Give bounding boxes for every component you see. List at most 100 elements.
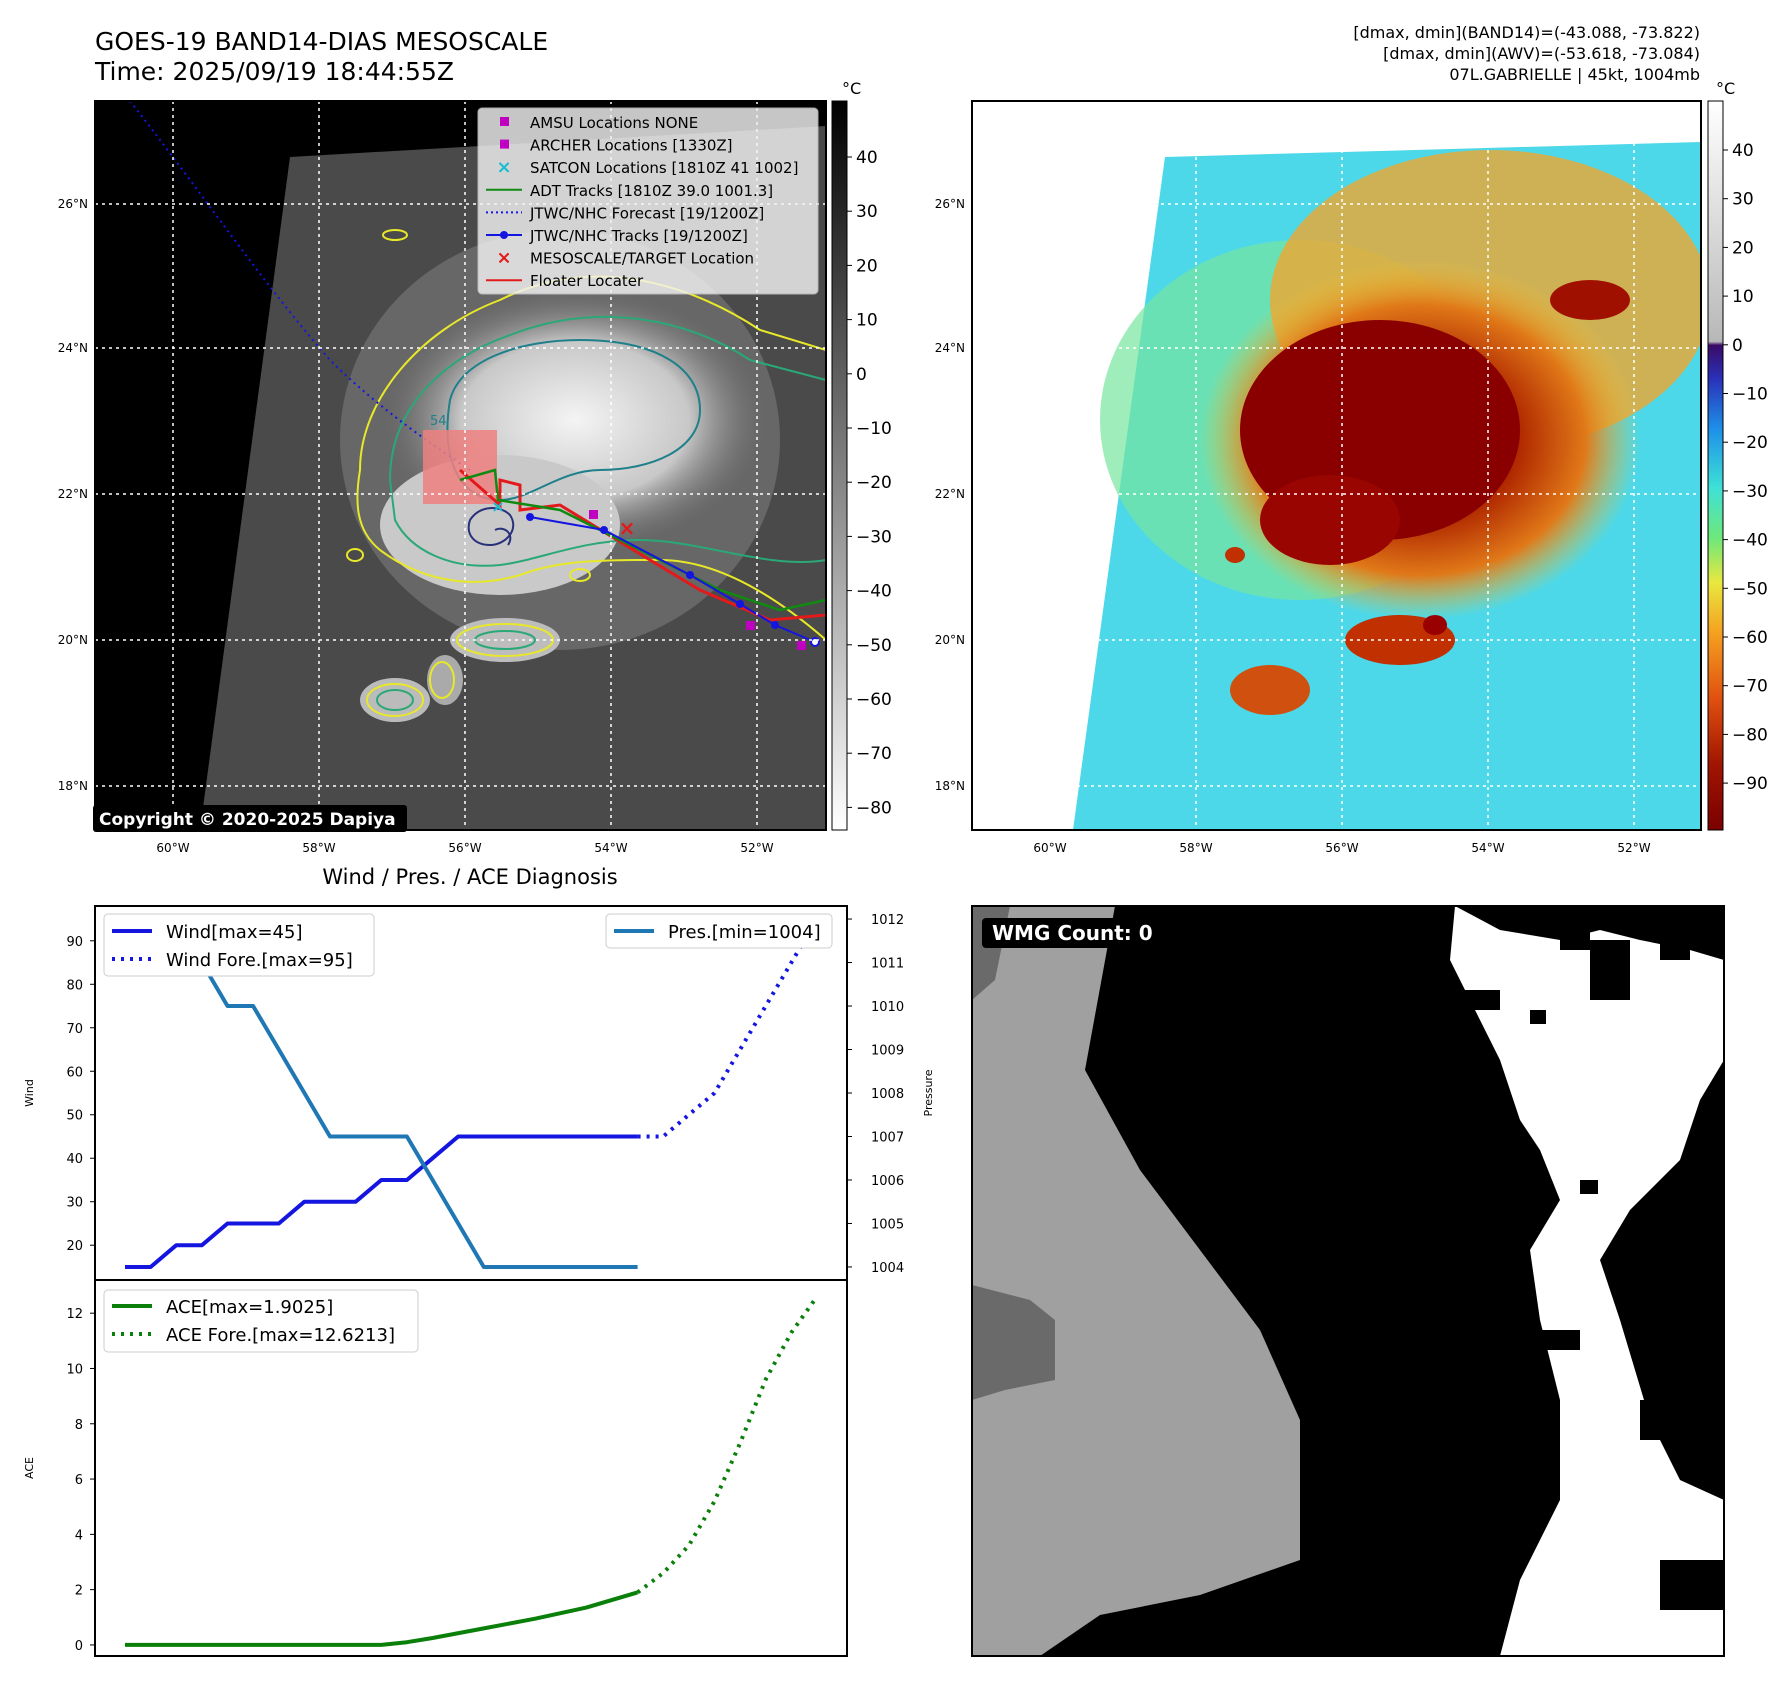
- color-lat-tick-label: 22°N: [935, 487, 965, 501]
- ir-colorbar-tick-label: −20: [856, 473, 892, 493]
- ir-colorbar-tick-label: 0: [856, 365, 867, 385]
- ir-lat-tick-label: 24°N: [58, 341, 88, 355]
- y2-tick-label: 1011: [871, 957, 904, 972]
- y2-tick-label: 1012: [871, 913, 904, 928]
- y2-tick-label: 1010: [871, 1000, 904, 1015]
- y-tick-label: 12: [66, 1307, 83, 1322]
- ir-colorbar-tick-label: 30: [856, 202, 878, 222]
- color-map-panel: [972, 101, 1701, 830]
- y-tick-label: 4: [75, 1528, 83, 1543]
- color-colorbar-tick-label: −80: [1732, 725, 1768, 745]
- ir-lat-tick-label: 22°N: [58, 487, 88, 501]
- ir-colorbar-tick-label: 20: [856, 256, 878, 276]
- ir-lat-tick-label: 20°N: [58, 633, 88, 647]
- y2-tick-label: 1009: [871, 1044, 904, 1059]
- series-line-1: [636, 1295, 819, 1594]
- y-tick-label: 30: [66, 1196, 83, 1211]
- pressure-legend: Pres.[min=1004]: [605, 913, 833, 949]
- color-lon-tick-label: 56°W: [1325, 841, 1358, 855]
- color-colorbar-tick-label: 20: [1732, 238, 1754, 258]
- series-line-0: [125, 1590, 639, 1647]
- ir-colorbar: [831, 100, 848, 831]
- color-colorbar-tick-label: 40: [1732, 141, 1754, 161]
- pressure-axis-label: Pressure: [922, 1069, 935, 1116]
- legend-label: MESOSCALE/TARGET Location: [530, 250, 754, 268]
- color-colorbar-tick-label: −50: [1732, 579, 1768, 599]
- y-tick-label: 20: [66, 1239, 83, 1254]
- ace-axis-label: ACE: [23, 1457, 36, 1479]
- color-colorbar-tick-label: −20: [1732, 433, 1768, 453]
- contour-label: 54: [430, 414, 447, 429]
- ir-colorbar-tick-label: −70: [856, 744, 892, 764]
- info-line-band14: [dmax, dmin](BAND14)=(-43.088, -73.822): [1353, 23, 1700, 42]
- color-colorbar-unit: °C: [1716, 79, 1735, 98]
- y2-tick-label: 1006: [871, 1174, 904, 1189]
- color-lon-tick-label: 54°W: [1471, 841, 1504, 855]
- legend-label: AMSU Locations NONE: [530, 114, 698, 132]
- ir-lon-tick-label: 56°W: [448, 841, 481, 855]
- legend-marker-x: ×: [496, 157, 511, 178]
- wind-legend-label: Wind[max=45]: [166, 922, 303, 943]
- adt-track-line: [459, 468, 826, 612]
- contour-outer-yellow: [356, 275, 826, 642]
- copyright-text: Copyright © 2020-2025 Dapiya: [99, 810, 396, 830]
- legend-label: Floater Locater: [530, 272, 644, 290]
- color-colorbar: [1707, 100, 1724, 831]
- y-tick-label: 8: [75, 1418, 83, 1433]
- diagnosis-title: Wind / Pres. / ACE Diagnosis: [322, 865, 617, 889]
- color-colorbar-tick-label: −10: [1732, 385, 1768, 405]
- legend-marker-square: [500, 117, 509, 126]
- y-tick-label: 2: [75, 1584, 83, 1599]
- series-line-2: [125, 917, 638, 1269]
- legend-label: JTWC/NHC Tracks [19/1200Z]: [529, 227, 748, 245]
- ir-lat-tick-label: 18°N: [58, 779, 88, 793]
- ir-colorbar-tick-label: −10: [856, 419, 892, 439]
- y-tick-label: 70: [66, 1022, 83, 1037]
- y-tick-label: 40: [66, 1152, 83, 1167]
- ace-forecast-legend-label: ACE Fore.[max=12.6213]: [166, 1325, 395, 1346]
- ir-lon-tick-label: 52°W: [740, 841, 773, 855]
- pressure-legend-label: Pres.[min=1004]: [668, 922, 821, 943]
- wind-forecast-legend-label: Wind Fore.[max=95]: [166, 950, 353, 971]
- info-line-awv: [dmax, dmin](AWV)=(-53.618, -73.084): [1383, 44, 1700, 63]
- wmg-panel: [972, 906, 1724, 1656]
- y-tick-label: 10: [66, 1362, 83, 1377]
- color-lat-tick-label: 20°N: [935, 633, 965, 647]
- color-colorbar-tick-label: 30: [1732, 190, 1754, 210]
- contour-navy: [467, 507, 515, 547]
- wind-axis-label: Wind: [23, 1079, 36, 1107]
- color-lat-tick-label: 24°N: [935, 341, 965, 355]
- y2-tick-label: 1005: [871, 1217, 904, 1232]
- ace-legend: ACE[max=1.9025] ACE Fore.[max=12.6213]: [103, 1289, 419, 1353]
- legend-label: ADT Tracks [1810Z 39.0 1001.3]: [530, 182, 773, 200]
- wmg-frame: [971, 905, 1725, 1657]
- wmg-count-label: WMG Count: 0: [992, 921, 1153, 945]
- color-colorbar-tick-label: −70: [1732, 677, 1768, 697]
- color-colorbar-tick-label: −30: [1732, 482, 1768, 502]
- color-lat-tick-label: 18°N: [935, 779, 965, 793]
- figure-title-line1: GOES-19 BAND14-DIAS MESOSCALE: [95, 27, 548, 56]
- ir-colorbar-tick-label: 40: [856, 148, 878, 168]
- ir-lon-tick-label: 54°W: [594, 841, 627, 855]
- ir-legend: AMSU Locations NONE ARCHER Locations [133…: [477, 107, 819, 295]
- color-colorbar-tick-label: 0: [1732, 336, 1743, 356]
- ir-colorbar-tick-label: −60: [856, 690, 892, 710]
- y-tick-label: 50: [66, 1109, 83, 1124]
- color-lon-tick-label: 52°W: [1617, 841, 1650, 855]
- ir-lon-tick-label: 58°W: [302, 841, 335, 855]
- color-colorbar-tick-label: −90: [1732, 774, 1768, 794]
- y-tick-label: 0: [75, 1639, 83, 1654]
- y-tick-label: 60: [66, 1065, 83, 1080]
- y2-tick-label: 1008: [871, 1087, 904, 1102]
- satcon-marker: ×: [491, 497, 504, 516]
- legend-label: ARCHER Locations [1330Z]: [530, 137, 733, 155]
- ir-map-frame: [94, 100, 827, 831]
- ir-colorbar-tick-label: 10: [856, 311, 878, 331]
- figure-title-line2: Time: 2025/09/19 18:44:55Z: [94, 57, 454, 86]
- series-line-0: [125, 1134, 638, 1269]
- legend-dot: [500, 231, 508, 239]
- wind-legend: Wind[max=45] Wind Fore.[max=95]: [103, 913, 375, 977]
- y2-tick-label: 1004: [871, 1261, 904, 1276]
- y-tick-label: 80: [66, 978, 83, 993]
